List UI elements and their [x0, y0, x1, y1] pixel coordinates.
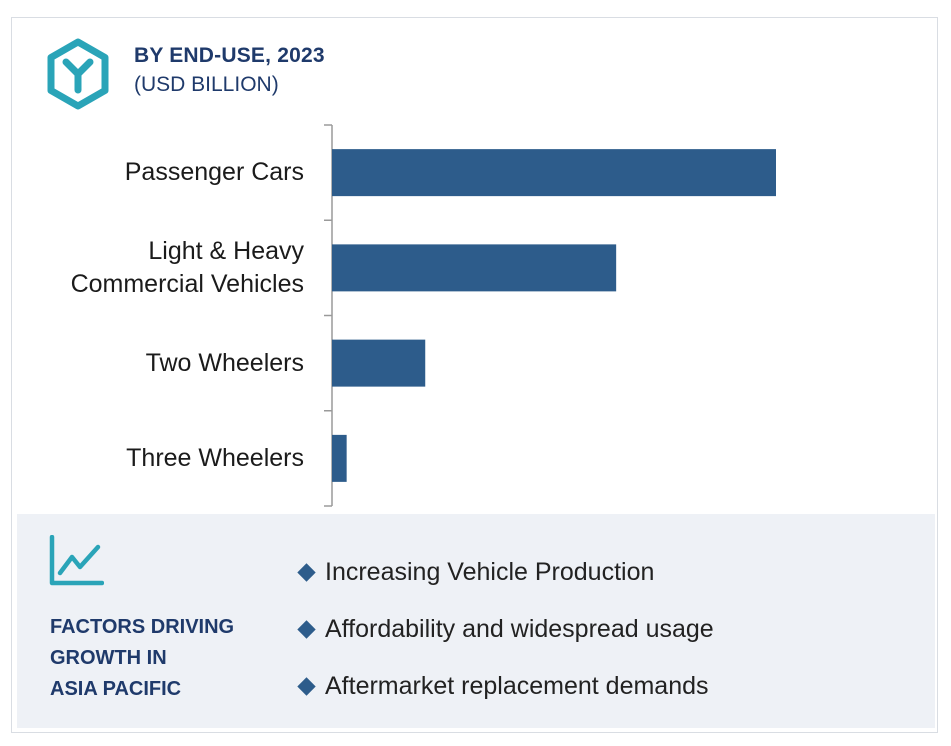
- category-label: Passenger Cars: [4, 156, 304, 189]
- bar: [332, 149, 776, 197]
- category-label: Three Wheelers: [4, 442, 304, 475]
- category-label-line: Three Wheelers: [126, 443, 304, 472]
- factors-title-line: GROWTH IN: [50, 647, 167, 669]
- factor-item: Increasing Vehicle Production: [296, 558, 654, 587]
- diamond-bullet-icon: [297, 563, 316, 582]
- category-label-line: Two Wheelers: [145, 348, 304, 377]
- factor-item: Aftermarket replacement demands: [296, 672, 709, 701]
- chart-subtitle: (USD BILLION): [134, 73, 279, 96]
- trend-chart-icon: [49, 535, 104, 586]
- hexagon-logo-icon: [47, 38, 109, 110]
- bar: [332, 339, 426, 387]
- factors-title-line: FACTORS DRIVING: [50, 616, 235, 638]
- category-label-line: Commercial Vehicles: [70, 269, 304, 298]
- factor-text: Affordability and widespread usage: [325, 615, 714, 643]
- category-label-line: Passenger Cars: [124, 158, 304, 187]
- diamond-bullet-icon: [297, 620, 316, 639]
- factor-item: Affordability and widespread usage: [296, 615, 714, 644]
- bar: [332, 244, 617, 292]
- category-label: Light & Heavy Commercial Vehicles: [4, 235, 304, 301]
- factor-text: Aftermarket replacement demands: [325, 672, 709, 700]
- factors-panel: [17, 514, 935, 728]
- diamond-bullet-icon: [297, 677, 316, 696]
- category-label-line: Light & Heavy: [148, 236, 304, 265]
- factors-title-line: ASIA PACIFIC: [50, 678, 182, 700]
- bar: [332, 434, 347, 482]
- factor-text: Increasing Vehicle Production: [325, 558, 655, 586]
- bar-chart: [324, 124, 776, 507]
- chart-title: BY END-USE, 2023: [134, 44, 325, 67]
- factors-title: FACTORS DRIVING GROWTH IN ASIA PACIFIC: [50, 612, 280, 705]
- category-label: Two Wheelers: [4, 347, 304, 380]
